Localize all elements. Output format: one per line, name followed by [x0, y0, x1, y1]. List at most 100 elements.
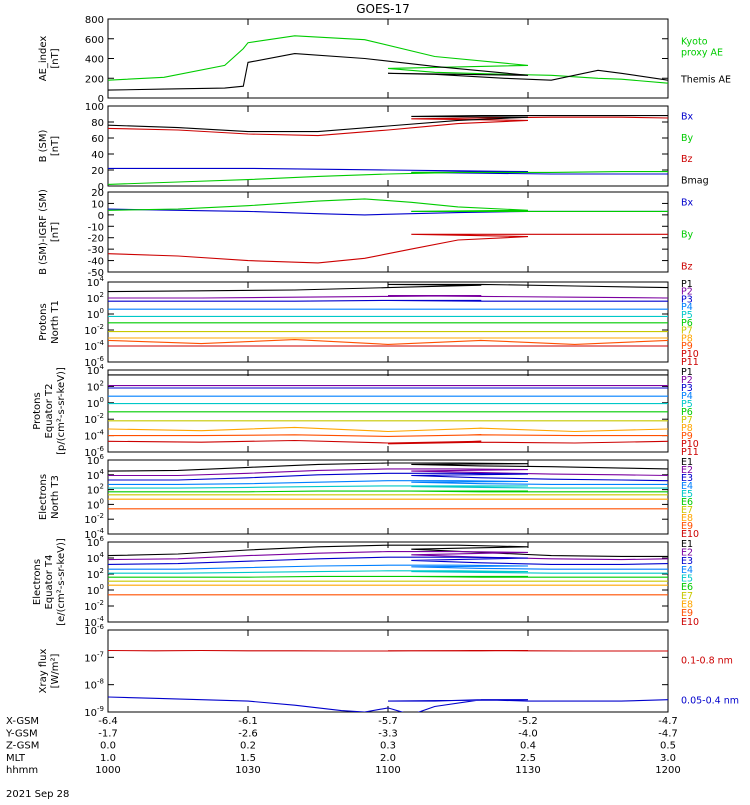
- legend-p1: P1: [681, 279, 693, 290]
- legend-e10: E10: [681, 529, 699, 540]
- y-tick-label: 102: [87, 567, 104, 581]
- series-line-p10: [108, 439, 668, 445]
- legend-e1: E1: [681, 539, 693, 550]
- y-tick-label-exp: 2: [100, 291, 104, 299]
- y-tick-label: 40: [91, 150, 104, 161]
- legend-e10: E10: [681, 617, 699, 628]
- legend-p1: P1: [681, 367, 693, 378]
- x-axis-value: 2.0: [380, 753, 396, 764]
- legend-e3: E3: [681, 556, 693, 567]
- legend-p2: P2: [681, 375, 693, 386]
- legend-p3: P3: [681, 294, 693, 305]
- x-axis-value: -3.3: [378, 728, 398, 739]
- y-tick-label: 10-2: [84, 512, 104, 526]
- x-axis-value: 3.0: [660, 753, 676, 764]
- legend-p3: P3: [681, 383, 693, 394]
- y-tick-label-exp: -4: [97, 527, 105, 535]
- series-line-e6: [108, 575, 668, 578]
- y-tick-label: 200: [85, 74, 104, 85]
- legend-e9: E9: [681, 608, 693, 619]
- series-line-e3: [108, 472, 668, 482]
- panel-frame: [107, 541, 669, 623]
- legend-p9: P9: [681, 341, 693, 352]
- y-tick-label-exp: -2: [97, 599, 104, 607]
- legend-e5: E5: [681, 489, 693, 500]
- y-axis-label: Protons: [38, 303, 49, 340]
- legend-kyoto: Kyoto: [681, 37, 708, 48]
- series-line-e5: [108, 570, 668, 574]
- legend-p9: P9: [681, 431, 693, 442]
- x-axis-value: -1.7: [98, 728, 118, 739]
- series-line-themis-ae: [108, 53, 668, 91]
- y-tick-label-exp: 2: [100, 379, 104, 387]
- y-axis-label: North T3: [50, 475, 61, 519]
- x-axis-value: -5.7: [378, 716, 398, 727]
- y-tick-label: 104: [87, 363, 105, 377]
- legend-0-05-0-4-nm: 0.05-0.4 nm: [681, 696, 739, 707]
- y-axis-label: [p/(cm²-s-sr-keV)]: [56, 367, 67, 455]
- y-tick-label: 20: [91, 188, 104, 199]
- y-tick-label: -30: [88, 245, 104, 256]
- legend-e8: E8: [681, 599, 693, 610]
- series-line-p2: [108, 295, 668, 299]
- y-axis-label: Electrons: [38, 474, 49, 520]
- y-tick-label: 100: [87, 396, 104, 410]
- y-tick-label: 106: [87, 453, 105, 467]
- y-tick-label: 10-2: [84, 412, 104, 426]
- legend-e6: E6: [681, 497, 693, 508]
- y-tick-label: -50: [88, 268, 104, 279]
- y-tick-label: 10-6: [84, 623, 104, 637]
- y-tick-label-exp: -2: [97, 412, 104, 420]
- y-tick-label: 60: [91, 134, 104, 145]
- y-tick-label: 80: [91, 118, 104, 129]
- y-axis-label: Xray flux: [38, 649, 49, 694]
- legend-e4: E4: [681, 565, 693, 576]
- y-axis-label: Protons: [32, 392, 43, 429]
- y-tick-label: 104: [87, 468, 105, 482]
- y-tick-label-exp: 4: [100, 551, 105, 559]
- y-tick-label-exp: 6: [100, 453, 105, 461]
- y-tick-label-exp: 0: [100, 396, 104, 404]
- legend-p5: P5: [681, 399, 693, 410]
- legend-p4: P4: [681, 391, 693, 402]
- x-axis-value: -4.0: [518, 728, 538, 739]
- y-tick-label-exp: -4: [97, 429, 105, 437]
- x-axis-row-label: hhmm: [6, 765, 38, 776]
- y-tick-label: 100: [87, 583, 104, 597]
- legend-e1: E1: [681, 457, 693, 468]
- x-axis-value: -2.6: [238, 728, 258, 739]
- x-axis-value: 1.5: [240, 753, 256, 764]
- series-line-e1: [108, 462, 668, 472]
- y-tick-label-exp: 4: [100, 468, 105, 476]
- series-line-kyoto: [108, 35, 668, 84]
- legend-e8: E8: [681, 513, 693, 524]
- x-axis-value: 1200: [655, 765, 680, 776]
- y-tick-label-exp: 0: [100, 497, 104, 505]
- y-tick-label-exp: -8: [97, 678, 104, 686]
- panel-2: 0 20 40 60 80 100 B (SM) [nT] Bx By Bz Bmag: [38, 102, 709, 193]
- x-axis-value: 1030: [235, 765, 260, 776]
- x-axis-value: 0.4: [520, 741, 536, 752]
- y-axis-label: B (SM)-IGRF (SM): [38, 189, 49, 275]
- series-line-e1: [108, 544, 668, 557]
- series-line-bz: [108, 116, 668, 137]
- x-axis-value: -5.2: [518, 716, 538, 727]
- x-axis-value: 2.5: [520, 753, 536, 764]
- y-axis-label: North T1: [50, 300, 61, 344]
- y-tick-label-exp: -6: [97, 355, 105, 363]
- y-axis-label: B (SM): [38, 129, 49, 162]
- series-line-e5: [108, 485, 668, 489]
- y-tick-label: 100: [87, 497, 104, 511]
- y-tick-label-exp: 4: [100, 363, 105, 371]
- legend-p6: P6: [681, 407, 693, 418]
- y-tick-label: 104: [87, 551, 105, 565]
- plot-date: 2021 Sep 28: [6, 789, 69, 800]
- y-tick-label: -40: [88, 257, 104, 268]
- y-axis-label: [W/m²]: [50, 653, 61, 688]
- legend-by: By: [681, 230, 694, 241]
- y-axis-label: Equator T4: [44, 555, 55, 610]
- y-tick-label: 10-7: [84, 650, 104, 664]
- legend-themis-ae: Themis AE: [680, 75, 731, 86]
